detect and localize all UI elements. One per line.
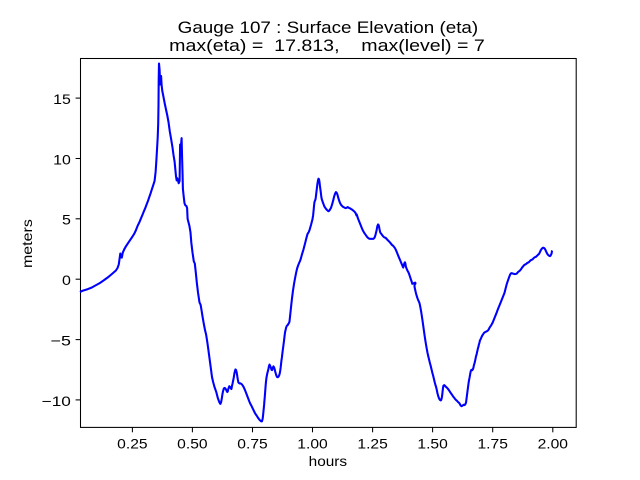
svg-text:1.50: 1.50: [417, 435, 448, 451]
svg-text:0.25: 0.25: [117, 435, 148, 451]
svg-text:1.00: 1.00: [297, 435, 328, 451]
svg-text:max(eta) = 17.813, max(lev: max(eta) = 17.813, max(level) = 7: [169, 37, 485, 55]
svg-text:0: 0: [62, 272, 71, 288]
svg-text:15: 15: [53, 91, 71, 107]
svg-text:Gauge 107 : Surface Elevation: Gauge 107 : Surface Elevation (eta): [178, 19, 479, 37]
svg-text:1.25: 1.25: [357, 435, 388, 451]
svg-text:10: 10: [53, 151, 71, 167]
svg-text:2.00: 2.00: [538, 435, 569, 451]
svg-text:hours: hours: [309, 453, 348, 469]
svg-text:−5: −5: [51, 333, 72, 349]
svg-text:0.50: 0.50: [177, 435, 208, 451]
svg-text:−10: −10: [42, 393, 71, 409]
svg-text:1.75: 1.75: [478, 435, 509, 451]
svg-text:meters: meters: [19, 219, 35, 268]
svg-text:0.75: 0.75: [237, 435, 268, 451]
svg-text:5: 5: [62, 212, 71, 228]
